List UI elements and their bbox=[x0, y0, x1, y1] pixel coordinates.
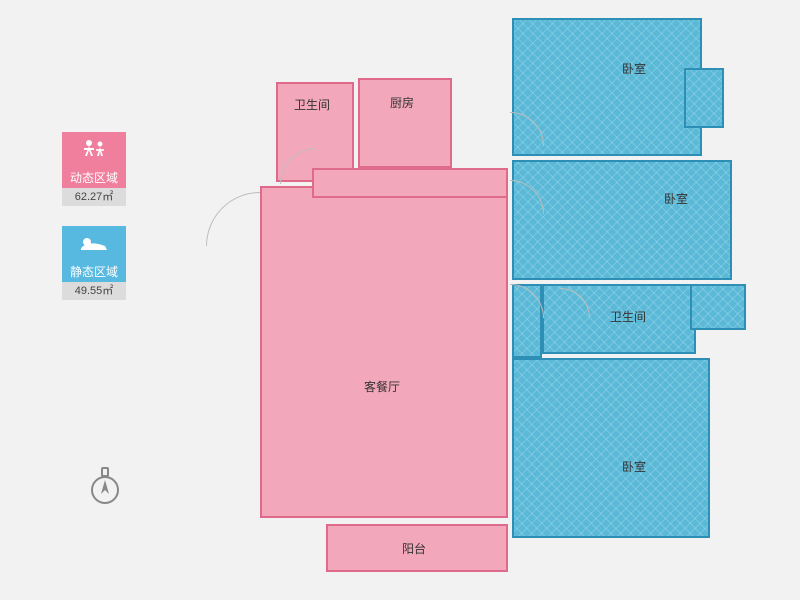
people-icon bbox=[62, 132, 126, 168]
room-bedroom2 bbox=[512, 160, 732, 280]
legend-dynamic-label: 动态区域 bbox=[62, 168, 126, 188]
room-bathroom2b bbox=[690, 284, 746, 330]
floor-plan: 卫生间厨房客餐厅阳台卧室卧室卫生间卧室 bbox=[224, 18, 748, 580]
legend-dynamic-value: 62.27㎡ bbox=[62, 188, 126, 206]
legend-static-value: 49.55㎡ bbox=[62, 282, 126, 300]
legend-panel: 动态区域 62.27㎡ 静态区域 49.55㎡ bbox=[62, 132, 126, 320]
room-label-living: 客餐厅 bbox=[364, 378, 400, 395]
room-label-kitchen: 厨房 bbox=[390, 94, 414, 111]
legend-dynamic: 动态区域 62.27㎡ bbox=[62, 132, 126, 206]
legend-static: 静态区域 49.55㎡ bbox=[62, 226, 126, 300]
room-label-bedroom3: 卧室 bbox=[622, 458, 646, 475]
sleep-icon bbox=[62, 226, 126, 262]
door-arc-0 bbox=[206, 192, 260, 246]
room-label-bathroom1: 卫生间 bbox=[294, 96, 330, 113]
room-living bbox=[260, 186, 508, 518]
compass-icon bbox=[88, 466, 122, 511]
room-label-bedroom1: 卧室 bbox=[622, 60, 646, 77]
room-label-balcony: 阳台 bbox=[402, 540, 426, 557]
room-bedroom3 bbox=[512, 358, 710, 538]
room-living_top bbox=[312, 168, 508, 198]
room-kitchen bbox=[358, 78, 452, 168]
room-label-bedroom2: 卧室 bbox=[664, 190, 688, 207]
room-bedroom1b bbox=[684, 68, 724, 128]
room-label-bathroom2: 卫生间 bbox=[610, 308, 646, 325]
legend-static-label: 静态区域 bbox=[62, 262, 126, 282]
